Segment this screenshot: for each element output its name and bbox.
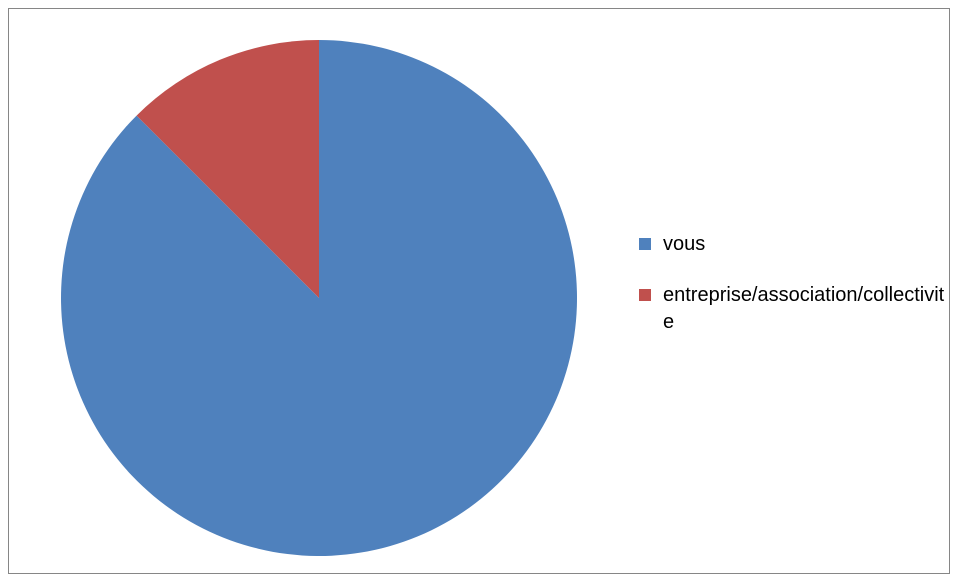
chart-area: vous entreprise/association/collectivite <box>8 8 950 574</box>
legend-item-entreprise: entreprise/association/collectivite <box>639 282 949 336</box>
pie-slice-vous <box>61 40 578 557</box>
pie-plot <box>61 40 578 557</box>
legend-item-vous: vous <box>639 231 949 258</box>
legend: vous entreprise/association/collectivite <box>639 231 949 360</box>
legend-swatch-entreprise <box>639 289 651 301</box>
pie-slice-entreprise <box>136 40 319 298</box>
legend-swatch-vous <box>639 238 651 250</box>
legend-label-vous: vous <box>663 233 706 255</box>
legend-label-entreprise: entreprise/association/collectivite <box>663 284 945 333</box>
